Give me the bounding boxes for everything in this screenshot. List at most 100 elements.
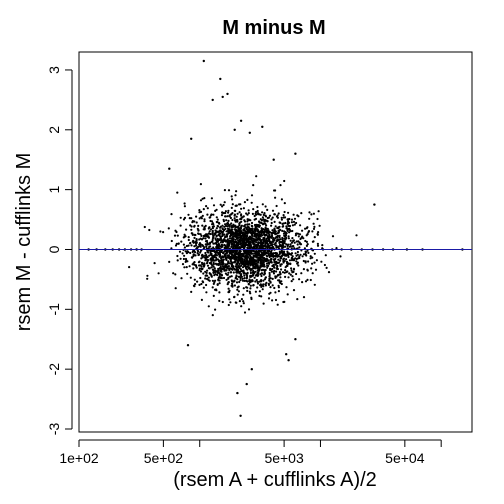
data-point (248, 231, 252, 234)
data-point (291, 237, 294, 240)
data-point (256, 280, 259, 284)
data-point (179, 216, 182, 219)
data-point (215, 254, 218, 257)
data-point (233, 243, 236, 246)
data-point (251, 274, 254, 277)
data-point (270, 224, 273, 227)
data-point (226, 273, 229, 276)
data-point (256, 212, 260, 215)
data-point (216, 258, 219, 261)
data-point (231, 243, 234, 246)
data-point (239, 270, 242, 273)
data-point (226, 238, 229, 241)
data-point (289, 262, 292, 266)
data-point (282, 239, 285, 243)
data-point (260, 227, 263, 230)
data-point (218, 234, 221, 237)
data-point (274, 196, 277, 199)
data-point (232, 271, 235, 274)
data-point (243, 227, 246, 230)
data-point (189, 251, 192, 255)
data-point (247, 219, 251, 222)
data-point (223, 189, 226, 192)
data-point (229, 216, 232, 220)
data-point (270, 231, 273, 235)
x-axis-label: (rsem A + cufflinks A)/2 (173, 469, 377, 491)
data-point (266, 246, 269, 249)
data-point (293, 223, 296, 226)
data-point (286, 293, 289, 296)
data-point (286, 247, 289, 250)
data-point (199, 270, 203, 273)
data-point (282, 232, 286, 235)
data-point (201, 256, 204, 259)
data-point (247, 250, 250, 253)
data-point (234, 246, 237, 249)
data-point (262, 285, 265, 288)
data-point (302, 253, 305, 256)
data-point (210, 257, 213, 260)
data-point (219, 203, 222, 206)
data-point (194, 242, 198, 245)
data-point (289, 273, 292, 276)
data-point (216, 218, 219, 221)
data-point (280, 216, 283, 219)
data-point (204, 274, 207, 277)
data-point (245, 251, 248, 254)
y-tick-label: -3 (46, 423, 62, 436)
data-point (230, 195, 233, 198)
data-point (321, 244, 324, 247)
data-point (195, 247, 198, 250)
data-point (219, 276, 223, 279)
data-point (284, 221, 287, 225)
data-point (301, 255, 304, 258)
data-point (263, 257, 266, 260)
data-point (252, 208, 255, 211)
data-point (203, 197, 206, 200)
data-point (181, 252, 184, 255)
data-point (235, 267, 238, 271)
data-point (192, 239, 195, 242)
data-point (280, 198, 283, 201)
data-point (208, 230, 211, 233)
data-point (262, 247, 265, 250)
data-point (218, 261, 221, 264)
data-point (266, 264, 269, 267)
data-point (211, 98, 214, 102)
data-point (206, 264, 210, 267)
y-tick-label: -1 (46, 303, 62, 316)
data-point (311, 272, 314, 275)
data-point (276, 264, 279, 268)
data-point (256, 264, 259, 267)
y-axis-label: rsem M - cufflinks M (13, 153, 35, 332)
data-point (227, 287, 230, 290)
data-point (260, 295, 263, 298)
data-point (204, 243, 207, 246)
data-point (234, 258, 237, 261)
data-point (249, 255, 252, 258)
data-point (246, 289, 249, 292)
data-point (299, 224, 302, 227)
data-point (220, 256, 223, 259)
data-point (264, 284, 267, 287)
data-point (271, 229, 274, 232)
data-point (226, 256, 229, 259)
data-point (241, 261, 244, 264)
data-point (209, 261, 213, 264)
data-point (280, 218, 283, 221)
data-point (201, 224, 204, 227)
data-point (205, 258, 208, 261)
data-point (270, 270, 273, 273)
data-point (230, 275, 233, 278)
data-point (263, 233, 266, 236)
data-point (305, 240, 308, 243)
data-point (220, 239, 223, 242)
data-point (183, 246, 186, 249)
data-point (157, 272, 160, 275)
data-point (239, 253, 242, 256)
data-point (265, 227, 268, 230)
data-point (258, 294, 261, 297)
data-point (316, 244, 320, 247)
data-point (215, 230, 218, 233)
data-point (239, 238, 242, 241)
